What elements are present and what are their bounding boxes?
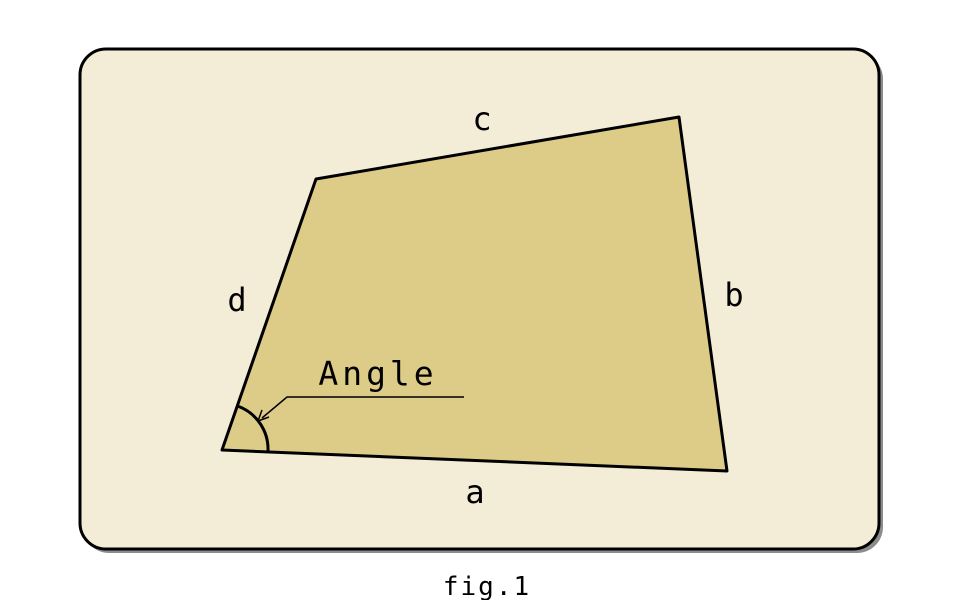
angle-leader-line	[261, 396, 464, 419]
side-label-c: c	[472, 100, 491, 138]
side-label-d: d	[227, 281, 246, 319]
angle-arrowhead-icon	[257, 409, 270, 422]
figure-caption: fig.1	[443, 572, 531, 600]
side-label-b: b	[724, 276, 743, 314]
quadrilateral-shape	[220, 115, 729, 473]
angle-label: Angle	[318, 354, 437, 393]
angle-arc	[236, 404, 270, 452]
side-label-a: a	[465, 473, 484, 511]
